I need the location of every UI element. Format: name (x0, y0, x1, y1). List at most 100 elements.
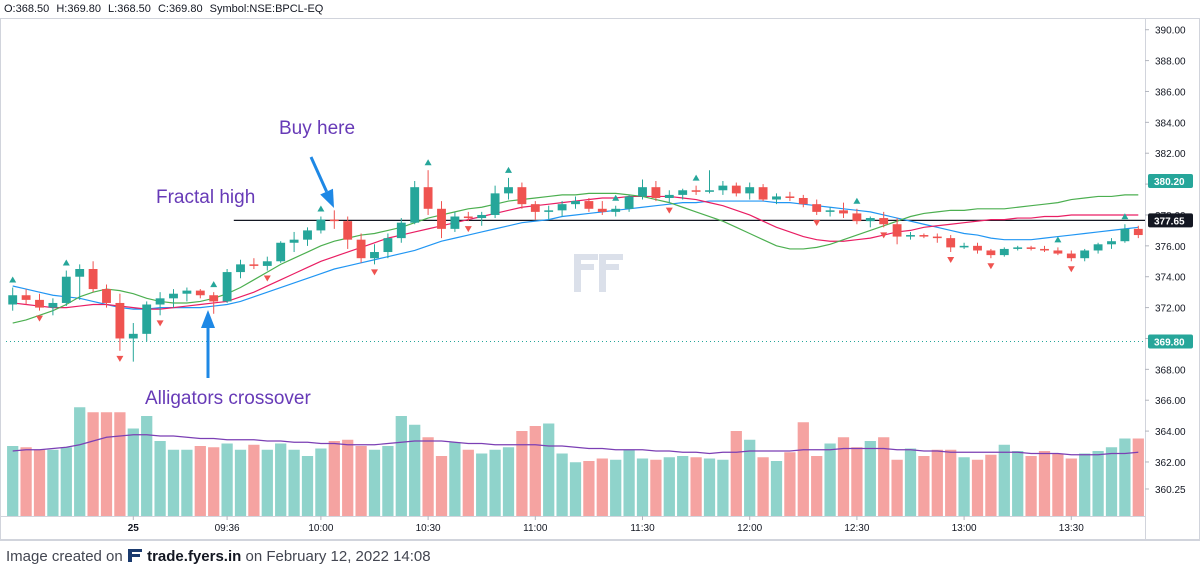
volume-bar (342, 439, 354, 516)
y-tick-label: 360.25 (1155, 485, 1186, 496)
volume-bar (904, 448, 917, 516)
candle (142, 301, 152, 342)
candle-body (664, 194, 674, 198)
candle-body (1053, 250, 1063, 254)
x-tick-label: 11:30 (630, 523, 655, 534)
volume-bar (422, 437, 434, 516)
volume-bar (87, 412, 99, 516)
candle-body (21, 295, 31, 300)
volume-bar (717, 459, 729, 516)
candle (557, 201, 567, 217)
volume-bar (1052, 453, 1064, 516)
fractal-down-marker (665, 207, 673, 214)
fractal-up-marker (9, 276, 17, 283)
volume-bar (1119, 438, 1131, 516)
fractal-down-marker (156, 320, 164, 327)
volume-bar (435, 456, 448, 516)
candle (209, 292, 219, 314)
footer: Image created on trade.fyers.in on Febru… (0, 540, 1200, 588)
price-label-box (1148, 334, 1193, 349)
volume-bar (1038, 451, 1051, 516)
candle (195, 289, 205, 299)
candle-body (798, 197, 808, 205)
candle-body (155, 298, 165, 305)
volume-bar (945, 449, 957, 516)
candle-body (383, 238, 393, 253)
candle-body (1080, 250, 1090, 259)
candle-body (128, 333, 138, 339)
candle (544, 205, 554, 220)
volume-bar (583, 461, 595, 516)
candle (986, 248, 996, 259)
candle (61, 270, 71, 307)
volume-bar (208, 447, 220, 516)
candle-body (35, 299, 44, 308)
volume-bar (154, 441, 166, 516)
volume-bar (931, 449, 943, 516)
candle-body (61, 276, 71, 303)
candle (1107, 238, 1116, 249)
candle (262, 256, 272, 271)
volume-bar (328, 441, 340, 516)
volume-bar (7, 446, 19, 516)
volume-bar (33, 449, 46, 516)
volume-bar (636, 458, 649, 516)
volume-bar (770, 461, 783, 516)
fractal-up-marker (424, 159, 432, 166)
volume-bar (918, 456, 930, 516)
price-chart[interactable]: 390.00388.00386.00384.00382.00380.00378.… (0, 0, 1200, 540)
candle-body (410, 187, 420, 223)
candle-body (906, 235, 915, 237)
volume-bar (1132, 438, 1144, 516)
y-tick-label: 364.00 (1155, 427, 1186, 438)
candle (571, 196, 580, 209)
volume-bar (127, 428, 139, 516)
footer-prefix: Image created on (6, 548, 123, 565)
candle-body (651, 187, 661, 198)
candle (356, 233, 366, 263)
candle-body (718, 185, 728, 191)
volume-bar (1012, 451, 1024, 516)
candle (624, 194, 634, 212)
candle (289, 231, 299, 253)
candle (1026, 245, 1036, 251)
volume-bar (971, 459, 984, 516)
footer-suffix: on February 12, 2022 14:08 (245, 548, 431, 565)
candle-body (892, 224, 902, 237)
volume-bar (74, 407, 86, 516)
candle (236, 259, 245, 279)
candle (128, 323, 138, 362)
fractal-down-marker (813, 219, 821, 226)
fractal-up-marker (1054, 236, 1062, 243)
candle-body (946, 238, 956, 248)
candle (21, 289, 31, 305)
y-tick-label: 386.00 (1155, 87, 1186, 98)
volume-bar (1079, 453, 1091, 516)
candle (463, 211, 473, 222)
volume-bar (529, 426, 541, 516)
volume-bar (1065, 458, 1077, 516)
volume-bar (811, 456, 823, 516)
candle (1133, 225, 1143, 239)
x-tick-label: 25 (128, 523, 140, 534)
volume-bar (355, 446, 367, 516)
arrow-head (201, 310, 215, 328)
crossover-arrow-icon (201, 310, 215, 378)
volume-ma-line (12, 434, 1139, 456)
volume-bar (824, 443, 836, 516)
candle (731, 182, 741, 197)
footer-site-link[interactable]: trade.fyers.in (147, 548, 242, 565)
candle (772, 193, 781, 205)
candle-body (825, 210, 835, 212)
volume-bar (100, 412, 113, 516)
candle (664, 190, 674, 203)
candle (959, 242, 969, 249)
y-tick-label: 372.00 (1155, 304, 1186, 315)
candle (303, 227, 312, 246)
volume-bar (60, 447, 72, 516)
volume-bar (141, 416, 153, 516)
candle (423, 170, 433, 215)
candle (597, 201, 607, 215)
open-value: O:368.50 (4, 3, 50, 15)
candle-body (597, 208, 607, 212)
